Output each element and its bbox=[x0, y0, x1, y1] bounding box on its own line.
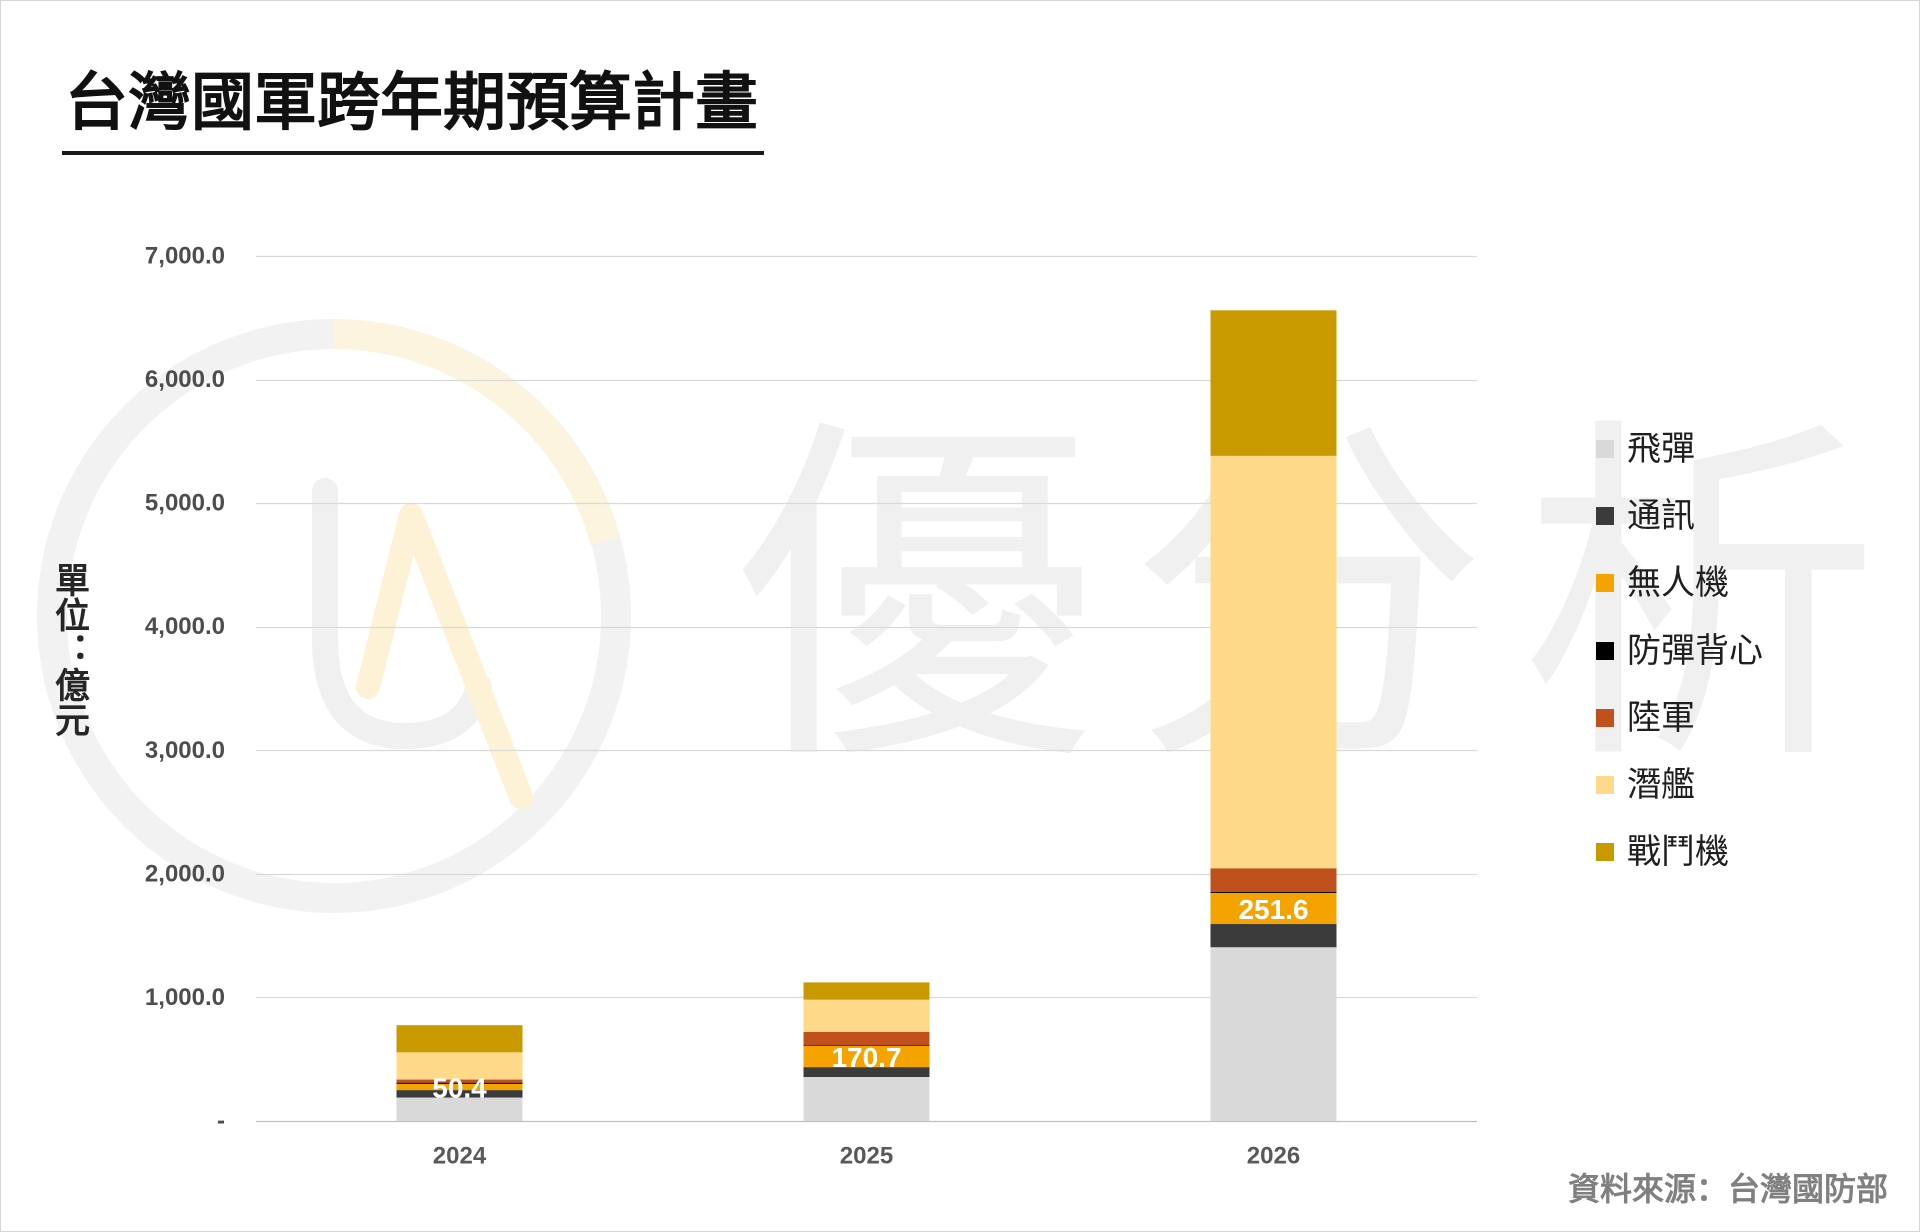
legend-label: 無人機 bbox=[1627, 563, 1729, 604]
y-tick-label: 5,000.0 bbox=[145, 490, 225, 517]
bar-segment-2025-series-5 bbox=[803, 999, 930, 1032]
legend-label: 通訊 bbox=[1627, 495, 1695, 536]
title-underline bbox=[62, 151, 764, 155]
bar-segment-2024-series-0 bbox=[396, 1097, 523, 1121]
bar-segment-2024-series-1 bbox=[396, 1090, 523, 1098]
bar-segment-2025-series-6 bbox=[803, 982, 930, 1000]
bar-segment-2026-series-1 bbox=[1210, 924, 1337, 948]
legend-label: 戰鬥機 bbox=[1627, 832, 1729, 873]
legend-swatch bbox=[1596, 439, 1614, 458]
y-axis-label: 單位：億元 bbox=[49, 562, 89, 737]
legend-item: 無人機 bbox=[1596, 550, 1763, 617]
legend-label: 防彈背心 bbox=[1627, 630, 1763, 671]
legend-item: 戰鬥機 bbox=[1596, 819, 1763, 886]
data-label-2025: 170.7 bbox=[831, 1042, 901, 1073]
x-tick-label: 2024 bbox=[433, 1143, 487, 1170]
legend: 飛彈通訊無人機防彈背心陸軍潛艦戰鬥機 bbox=[1596, 415, 1763, 886]
bar-segment-2025-series-3 bbox=[803, 1045, 930, 1047]
chart-title: 台灣國軍跨年期預算計畫 bbox=[65, 66, 758, 139]
bars bbox=[396, 310, 1337, 1121]
bar-stack-2026 bbox=[1210, 310, 1337, 1121]
y-tick-label: 6,000.0 bbox=[145, 366, 225, 393]
bar-segment-2026-series-6 bbox=[1210, 310, 1337, 456]
legend-label: 陸軍 bbox=[1627, 697, 1695, 738]
source-note: 資料來源：台灣國防部 bbox=[1567, 1170, 1888, 1208]
bar-segment-2026-series-4 bbox=[1210, 868, 1337, 892]
legend-swatch bbox=[1596, 506, 1614, 525]
bar-segment-2024-series-3 bbox=[396, 1082, 523, 1084]
bar-segment-2024-series-2 bbox=[396, 1083, 523, 1091]
watermark-logo-letter-a bbox=[356, 503, 533, 809]
legend-item: 飛彈 bbox=[1596, 415, 1763, 482]
data-label-2026: 251.6 bbox=[1238, 894, 1308, 925]
y-tick-label: 1,000.0 bbox=[145, 984, 225, 1011]
y-tick-label: 4,000.0 bbox=[145, 613, 225, 640]
bar-segment-2026-series-5 bbox=[1210, 455, 1337, 869]
legend-label: 飛彈 bbox=[1627, 428, 1695, 469]
legend-swatch bbox=[1596, 708, 1614, 727]
legend-item: 陸軍 bbox=[1596, 684, 1763, 751]
bar-segment-2025-series-1 bbox=[803, 1067, 930, 1078]
legend-label: 潛艦 bbox=[1627, 765, 1695, 806]
legend-swatch bbox=[1596, 574, 1614, 593]
bar-segment-2024-series-4 bbox=[396, 1079, 523, 1083]
y-tick-label: 7,000.0 bbox=[145, 243, 225, 270]
bar-segment-2026-series-3 bbox=[1210, 891, 1337, 893]
data-label-2024: 50.4 bbox=[432, 1072, 487, 1103]
y-axis-ticks: - 1,000.0 2,000.0 3,000.0 4,000.0 5,000.0 6,00… bbox=[145, 243, 225, 1135]
bar-segment-2026-series-0 bbox=[1210, 947, 1337, 1121]
y-tick-label: 2,000.0 bbox=[145, 860, 225, 887]
bar-stack-2024 bbox=[396, 1025, 523, 1121]
y-tick-label: 3,000.0 bbox=[145, 737, 225, 764]
data-labels: 50.4 170.7 251.6 bbox=[432, 894, 1308, 1104]
bar-stack-2025 bbox=[803, 982, 930, 1121]
x-tick-label: 2025 bbox=[840, 1143, 893, 1170]
legend-swatch bbox=[1596, 776, 1614, 795]
bar-segment-2026-series-2 bbox=[1210, 892, 1337, 925]
legend-swatch bbox=[1596, 843, 1614, 862]
bar-segment-2025-series-0 bbox=[803, 1077, 930, 1121]
watermark-logo-letter-u bbox=[312, 478, 492, 750]
bar-segment-2024-series-5 bbox=[396, 1052, 523, 1080]
bar-segment-2025-series-2 bbox=[803, 1046, 930, 1068]
bar-segment-2024-series-6 bbox=[396, 1025, 523, 1053]
x-tick-label: 2026 bbox=[1247, 1143, 1300, 1170]
y-tick-label: - bbox=[217, 1108, 225, 1135]
legend-item: 潛艦 bbox=[1596, 751, 1763, 818]
legend-swatch bbox=[1596, 641, 1614, 660]
legend-item: 通訊 bbox=[1596, 482, 1763, 549]
x-axis-ticks: 2024 2025 2026 bbox=[433, 1143, 1300, 1170]
bar-segment-2025-series-4 bbox=[803, 1031, 930, 1046]
watermark-logo-ring-accent bbox=[333, 319, 620, 545]
legend-item: 防彈背心 bbox=[1596, 617, 1763, 684]
